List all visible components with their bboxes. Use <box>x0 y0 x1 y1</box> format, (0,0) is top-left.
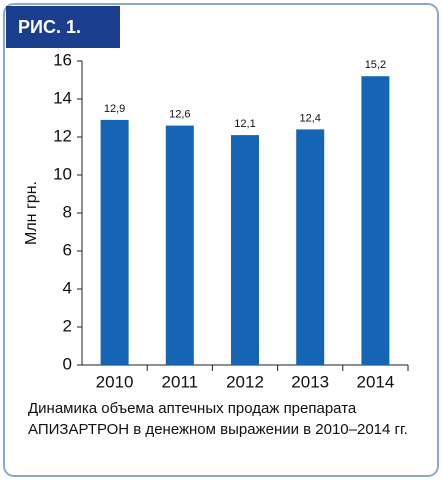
y-tick-label: 12 <box>53 126 72 145</box>
bar <box>231 135 259 365</box>
bar <box>361 76 390 365</box>
value-label: 12,6 <box>169 109 190 121</box>
frame <box>3 3 439 477</box>
value-label: 12,1 <box>234 118 255 130</box>
y-tick-label: 16 <box>53 50 72 69</box>
x-tick-label: 2011 <box>162 372 199 391</box>
bar <box>100 119 129 366</box>
y-tick-label: 4 <box>63 278 72 297</box>
y-tick-label: 8 <box>63 202 72 221</box>
value-label: 12,4 <box>299 112 320 124</box>
x-tick-label: 2013 <box>291 372 329 391</box>
caption: Динамика объема аптечных продаж препарат… <box>28 400 408 438</box>
figure-label: РИС. 1. <box>18 17 81 37</box>
x-tick-label: 2014 <box>356 372 394 391</box>
y-tick-label: 6 <box>63 240 72 259</box>
y-tick-label: 2 <box>63 316 72 335</box>
y-tick-label: 10 <box>53 164 72 183</box>
x-tick-label: 2010 <box>96 372 134 391</box>
value-label: 12,9 <box>104 103 125 115</box>
bar <box>165 125 194 365</box>
x-tick-label: 2012 <box>226 372 264 391</box>
y-axis-label: Млн грн. <box>23 181 40 245</box>
label-box <box>6 6 120 48</box>
value-label: 15,2 <box>365 59 386 71</box>
bar <box>296 129 325 365</box>
y-tick-label: 0 <box>63 354 72 373</box>
y-tick-label: 14 <box>53 88 72 107</box>
